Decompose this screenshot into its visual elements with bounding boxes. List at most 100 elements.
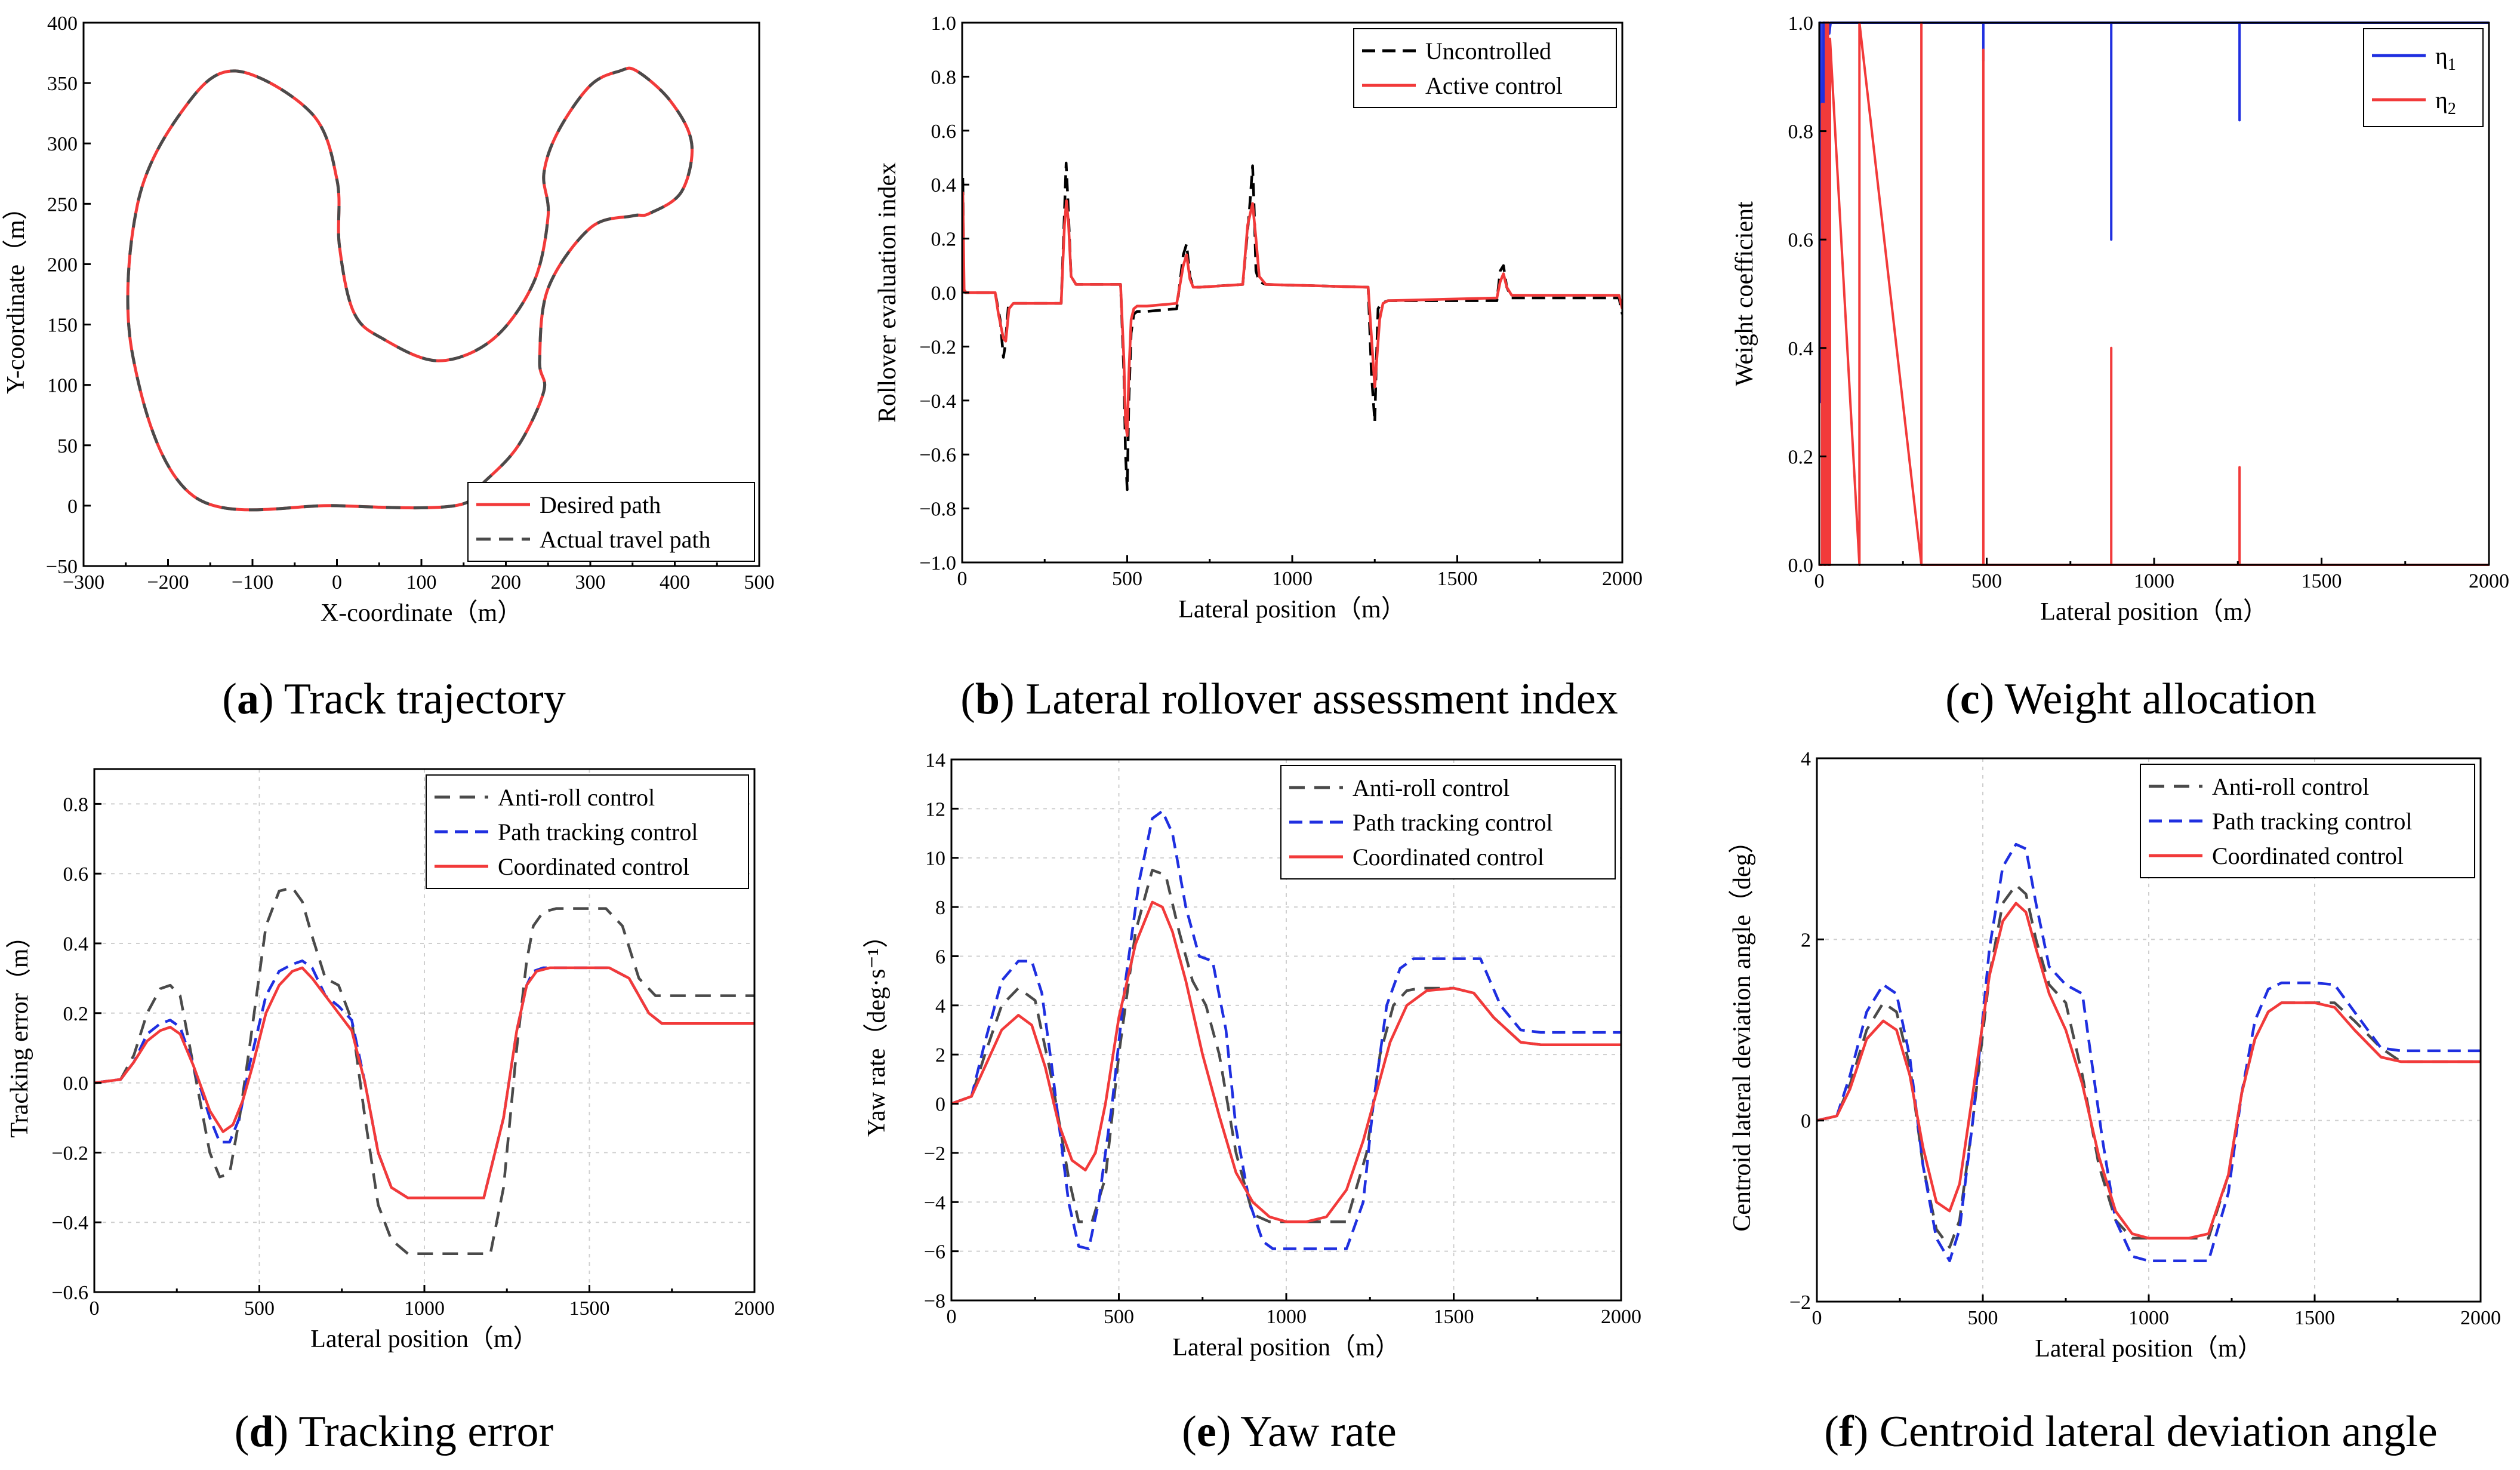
y-tick-label: −6 (924, 1241, 945, 1263)
legend-subscript: 1 (2448, 56, 2456, 74)
caption-open-paren: ( (222, 675, 237, 724)
y-tick-label: 0.8 (63, 794, 89, 816)
legend: Desired path Actual travel path (467, 482, 755, 562)
x-axis-label: Lateral position（m） (2040, 598, 2268, 626)
caption-text: Yaw rate (1240, 1407, 1397, 1456)
series-b-1 (962, 191, 1622, 437)
x-axis-label: Lateral position（m） (310, 1326, 538, 1353)
series-d-2 (94, 966, 754, 1200)
x-tick-label: 500 (1971, 570, 2002, 592)
y-tick-label: 0.6 (1788, 229, 1814, 251)
series-group (951, 810, 1621, 1250)
legend-entry-1: Path tracking control (498, 819, 698, 845)
x-tick-label: 2000 (1602, 568, 1643, 590)
y-tick-label: 0.0 (63, 1073, 89, 1095)
x-tick-label: 500 (1112, 568, 1142, 590)
x-axis-label: X-coordinate（m） (321, 599, 522, 627)
legend-symbol: η (2435, 87, 2448, 113)
x-tick-label: 1000 (2128, 1307, 2169, 1329)
y-tick-label: −4 (924, 1192, 945, 1214)
caption-close-paren: ) (1980, 675, 2005, 724)
y-tick-label: 350 (47, 73, 78, 95)
x-tick-label: 500 (1968, 1307, 1998, 1329)
series-group (126, 66, 694, 512)
y-tick-label: 10 (925, 848, 945, 870)
y-tick-label: 0 (935, 1094, 945, 1116)
caption-text: Lateral rollover assessment index (1025, 675, 1618, 724)
series-e-2 (951, 900, 1621, 1223)
caption-text: Centroid lateral deviation angle (1880, 1407, 2438, 1456)
legend-entry-1: η2 (2435, 87, 2456, 118)
y-tick-label: 0.6 (931, 121, 957, 143)
panel-caption: (d) Tracking error (235, 1407, 553, 1456)
y-tick-label: 0.4 (931, 174, 957, 196)
legend-entry-0: Anti-roll control (1353, 774, 1509, 801)
legend: Uncontrolled Active control (1353, 28, 1617, 108)
y-tick-label: 200 (47, 254, 78, 276)
y-tick-label: 12 (925, 798, 945, 820)
panel-caption: (c) Weight allocation (1945, 675, 2316, 724)
caption-letter: a (237, 675, 259, 724)
y-axis-label: Weight coefficient (1731, 201, 1758, 386)
y-tick-label: 0.2 (63, 1003, 89, 1025)
x-tick-label: 1500 (2294, 1307, 2335, 1329)
y-axis-label: Yaw rate（deg·s⁻¹） (863, 923, 891, 1137)
y-tick-label: −0.6 (919, 444, 956, 466)
legend-box (1353, 28, 1617, 108)
legend-entry-1: Path tracking control (1353, 809, 1552, 836)
legend: Anti-roll control Path tracking control Co… (426, 774, 749, 889)
y-tick-label: 1.0 (931, 13, 957, 35)
y-tick-label: −0.6 (51, 1282, 88, 1304)
caption-open-paren: ( (1945, 675, 1960, 724)
caption-close-paren: ) (1000, 675, 1025, 724)
caption-close-paren: ) (259, 675, 284, 724)
legend-entry-0: η1 (2435, 42, 2456, 74)
x-tick-label: 300 (575, 571, 606, 593)
y-tick-label: 6 (935, 946, 945, 968)
caption-letter: b (975, 675, 1000, 724)
y-tick-label: 50 (57, 435, 78, 457)
panel-caption: (e) Yaw rate (1182, 1407, 1397, 1456)
y-tick-label: −1.0 (919, 552, 956, 574)
panel-caption: (a) Track trajectory (222, 675, 565, 724)
caption-open-paren: ( (1182, 1407, 1197, 1456)
x-axis-label: Lateral position（m） (1172, 1334, 1400, 1361)
x-tick-label: 2000 (734, 1297, 775, 1320)
x-tick-label: 1000 (404, 1297, 445, 1320)
series-group (962, 161, 1622, 491)
x-tick-label: 200 (491, 571, 521, 593)
chart-a: −300 −200 −100 0 100 200 300 400 500 −50 0 50 100 150… (2, 13, 775, 724)
x-tick-label: 0 (957, 568, 968, 590)
y-tick-label: 300 (47, 133, 78, 155)
legend: Anti-roll control Path tracking control Co… (1280, 765, 1616, 879)
y-tick-label: −0.4 (51, 1212, 88, 1234)
y-tick-label: 0.0 (931, 282, 957, 305)
x-tick-label: 500 (744, 571, 775, 593)
series-e-1 (951, 810, 1621, 1250)
x-tick-label: 500 (1104, 1306, 1134, 1328)
y-tick-label: 0.2 (1788, 446, 1814, 468)
x-axis-label: Lateral position（m） (1178, 596, 1406, 623)
x-axis-label: Lateral position（m） (2035, 1335, 2262, 1363)
caption-open-paren: ( (960, 675, 975, 724)
x-tick-label: 1000 (1266, 1306, 1307, 1328)
x-tick-label: 1000 (2134, 570, 2174, 592)
caption-text: Weight allocation (2005, 675, 2316, 724)
x-tick-label: 100 (406, 571, 437, 593)
x-tick-label: 400 (660, 571, 690, 593)
y-tick-label: 150 (47, 315, 78, 337)
legend-box (2363, 28, 2484, 127)
y-tick-label: −0.4 (919, 390, 956, 413)
legend-entry-2: Coordinated control (2212, 842, 2404, 869)
legend-entry-0: Anti-roll control (2212, 773, 2369, 800)
caption-close-paren: ) (1854, 1407, 1880, 1456)
y-tick-label: 2 (1801, 929, 1811, 951)
legend-entry-0: Uncontrolled (1425, 38, 1551, 64)
legend-entry-1: Active control (1425, 72, 1563, 99)
y-tick-label: −8 (924, 1290, 945, 1312)
caption-letter: f (1839, 1407, 1854, 1456)
y-tick-label: −2 (1789, 1291, 1811, 1314)
y-tick-label: 4 (1801, 748, 1811, 770)
legend-box (467, 482, 755, 562)
